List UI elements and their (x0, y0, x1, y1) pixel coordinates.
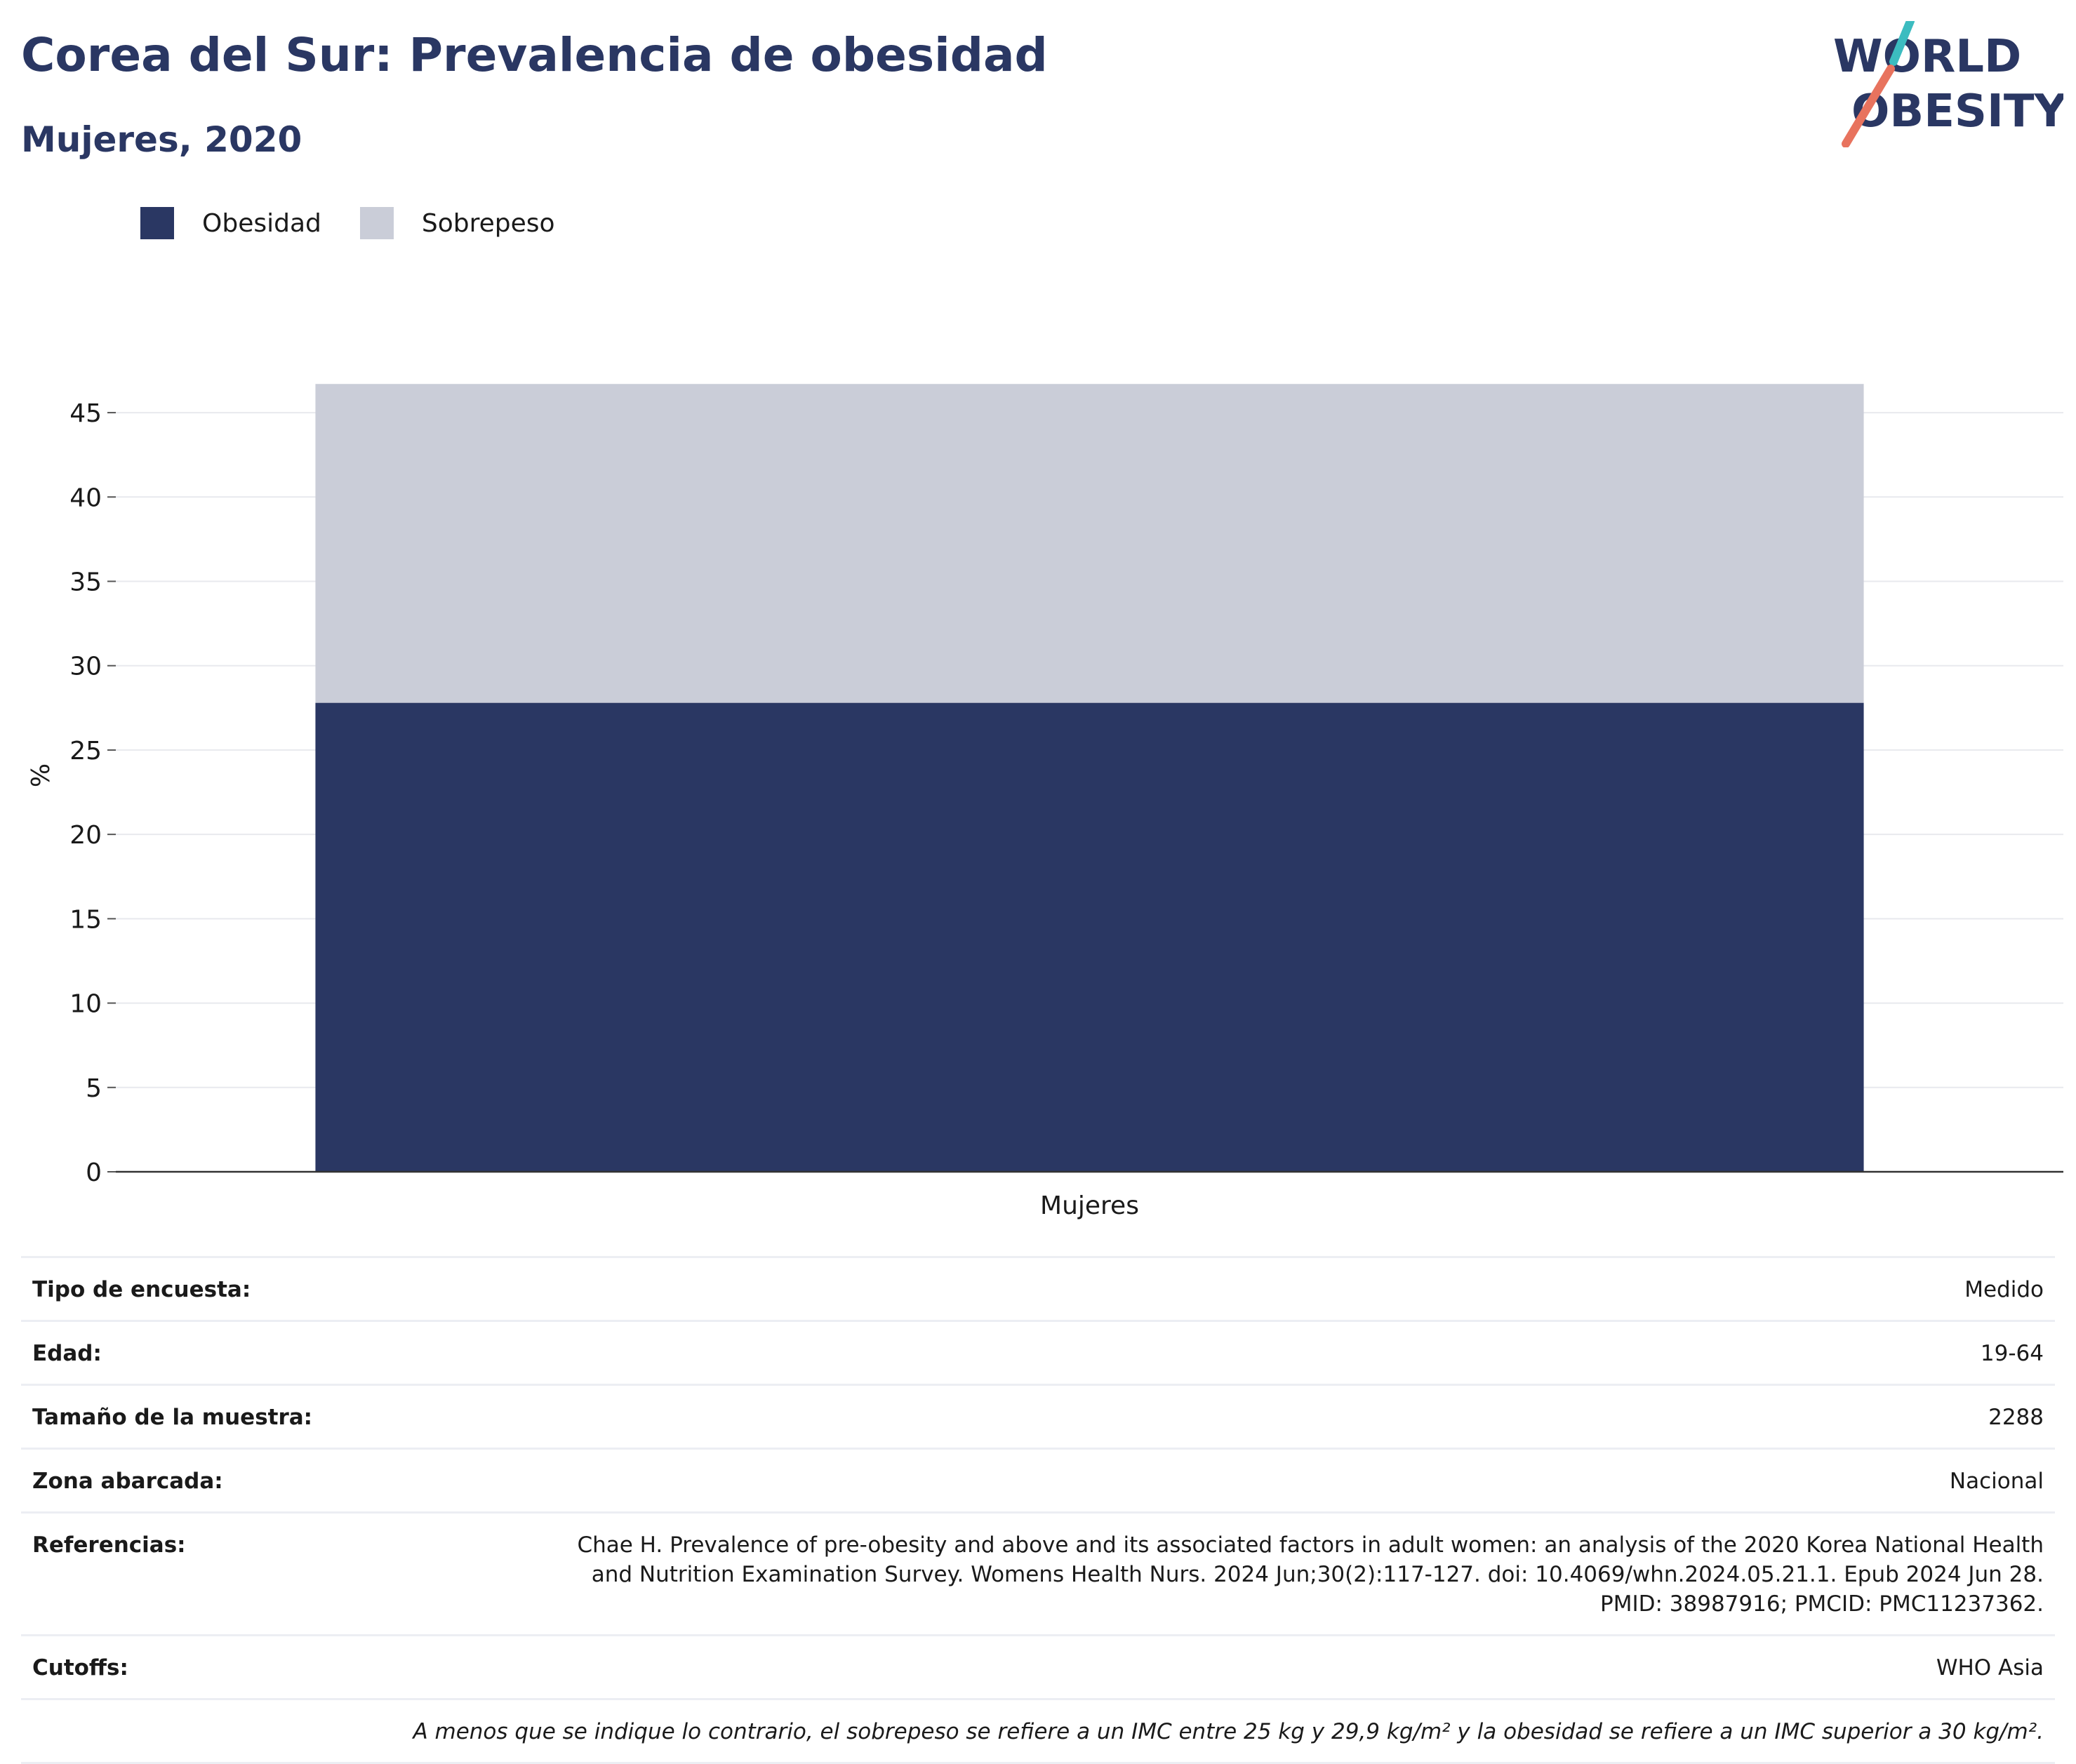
y-tick-label: 20 (69, 821, 102, 850)
y-tick-label: 5 (86, 1074, 102, 1103)
info-value: 2288 (1988, 1405, 2044, 1430)
info-key: Cutoffs: (32, 1655, 128, 1681)
y-tick-label: 15 (69, 905, 102, 934)
info-value: Medido (1964, 1277, 2044, 1302)
logo-slash-teal (1889, 21, 1915, 66)
legend-label-obesidad: Obesidad (202, 208, 321, 238)
info-value: WHO Asia (1936, 1655, 2044, 1681)
y-tick-label: 25 (69, 737, 102, 766)
survey-info-table: Tipo de encuesta: Medido Edad: 19-64 Tam… (21, 1256, 2055, 1764)
bar-obesidad (315, 702, 1864, 1172)
info-note-text: A menos que se indique lo contrario, el … (413, 1719, 2044, 1744)
y-tick-label: 45 (69, 399, 102, 428)
info-row-sample-size: Tamaño de la muestra: 2288 (21, 1386, 2055, 1450)
info-key: Zona abarcada: (32, 1469, 223, 1494)
y-tick-label: 40 (69, 483, 102, 512)
info-row-cutoffs: Cutoffs: WHO Asia (21, 1636, 2055, 1700)
chart-legend: Obesidad Sobrepeso (140, 207, 594, 239)
info-row-age: Edad: 19-64 (21, 1322, 2055, 1386)
chart-subtitle: Mujeres, 2020 (21, 119, 302, 160)
y-tick-label: 35 (69, 568, 102, 597)
world-obesity-logo: WORLD OBESITY (1833, 21, 2063, 147)
legend-item-sobrepeso: Sobrepeso (359, 207, 555, 239)
info-key: Tipo de encuesta: (32, 1277, 251, 1302)
y-tick-label: 10 (69, 990, 102, 1019)
y-tick-label: 30 (69, 653, 102, 681)
info-value: 19-64 (1980, 1341, 2044, 1366)
logo-slash-coral (1842, 65, 1895, 147)
bar-sobrepeso (315, 384, 1864, 703)
chart-title: Corea del Sur: Prevalencia de obesidad (21, 28, 1048, 82)
legend-label-sobrepeso: Sobrepeso (421, 208, 555, 238)
info-key: Referencias: (32, 1532, 186, 1558)
stacked-bar-chart: 0 5 10 15 20 25 30 35 40 45% Mujeres (27, 384, 2063, 1220)
info-row-area: Zona abarcada: Nacional (21, 1450, 2055, 1514)
info-value: Nacional (1949, 1469, 2044, 1494)
logo-line1: WORLD (1833, 31, 2021, 83)
info-row-survey-type: Tipo de encuesta: Medido (21, 1258, 2055, 1322)
info-value: Chae H. Prevalence of pre-obesity and ab… (577, 1532, 2044, 1617)
legend-swatch-obesidad (140, 207, 174, 239)
info-key: Tamaño de la muestra: (32, 1405, 313, 1430)
legend-item-obesidad: Obesidad (140, 207, 321, 239)
info-note: A menos que se indique lo contrario, el … (21, 1700, 2055, 1764)
y-tick-label: 0 (86, 1158, 102, 1187)
legend-swatch-sobrepeso (359, 207, 394, 239)
logo-line2: OBESITY (1851, 86, 2063, 138)
info-row-references: Referencias: Chae H. Prevalence of pre-o… (21, 1514, 2055, 1636)
x-tick-label: Mujeres (1040, 1191, 1139, 1220)
y-axis-label: % (27, 763, 55, 787)
info-key: Edad: (32, 1341, 102, 1366)
